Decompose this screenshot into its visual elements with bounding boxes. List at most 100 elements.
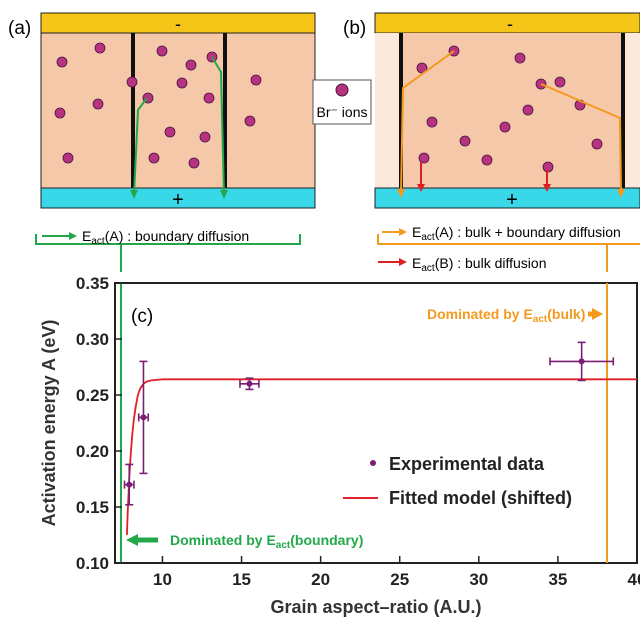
panel-b: (b) - + xyxy=(343,12,640,211)
data-marker xyxy=(126,481,133,488)
bottom-electrode-a xyxy=(40,187,316,209)
panel-c-label: (c) xyxy=(131,306,153,327)
legend-b-bracket xyxy=(377,234,640,245)
x-tick-label: 20 xyxy=(311,570,330,589)
ion-b xyxy=(522,104,534,116)
top-electrode-a-sign: - xyxy=(175,14,181,34)
orange-arrowhead-b-1 xyxy=(397,189,405,198)
ion-a xyxy=(244,115,256,127)
legend-label-experimental: Experimental data xyxy=(389,454,545,474)
y-tick-label: 0.20 xyxy=(76,442,109,461)
x-tick-label: 10 xyxy=(153,570,172,589)
x-tick-label: 25 xyxy=(390,570,409,589)
boundary-annotation: Dominated by Eact(boundary) xyxy=(170,532,363,551)
ion-a xyxy=(148,152,160,164)
top-electrode-b-sign: - xyxy=(507,14,513,34)
ion-a xyxy=(188,157,200,169)
ion-a xyxy=(56,56,68,68)
data-marker xyxy=(578,358,585,365)
ion-a xyxy=(94,42,106,54)
panel-a: (a) - + xyxy=(8,12,316,211)
data-point xyxy=(123,463,135,506)
panel-b-label: (b) xyxy=(343,18,366,39)
ion-a xyxy=(164,126,176,138)
ion-b xyxy=(426,116,438,128)
y-tick-label: 0.30 xyxy=(76,330,109,349)
boundary-arrowhead xyxy=(126,534,138,546)
ion-a xyxy=(54,107,66,119)
y-tick-label: 0.15 xyxy=(76,498,109,517)
ion-b xyxy=(591,138,603,150)
ion-b xyxy=(459,135,471,147)
bottom-electrode-a-sign: + xyxy=(172,189,184,211)
ions-a xyxy=(54,42,262,169)
grain-edge-b-right xyxy=(623,33,640,188)
legend-b-red-text: Eact(B) : bulk diffusion xyxy=(412,255,546,274)
green-path-a-1 xyxy=(133,97,148,196)
point-layer xyxy=(123,341,615,506)
legend-b-orange-text: Eact(A) : bulk + boundary diffusion xyxy=(412,224,621,243)
y-axis: 0.10 0.15 0.20 0.25 0.30 0.35 xyxy=(76,274,122,573)
data-point xyxy=(549,341,615,382)
ion-b xyxy=(418,152,430,164)
bottom-electrode-b-sign: + xyxy=(506,189,518,211)
ion-a xyxy=(199,131,211,143)
legend-b-orange-arrowhead xyxy=(399,228,407,236)
legend-a: Eact(A) : boundary diffusion xyxy=(35,228,301,272)
red-arrowhead-b-1 xyxy=(417,184,425,192)
ion-b xyxy=(499,121,511,133)
ion-a xyxy=(126,76,138,88)
bulk-arrowhead xyxy=(592,308,603,320)
legend-a-text: Eact(A) : boundary diffusion xyxy=(82,228,249,247)
orange-arrowhead-b-2 xyxy=(617,189,625,198)
legend-b: Eact(A) : bulk + boundary diffusion Eact… xyxy=(377,224,640,274)
x-axis-label: Grain aspect–ratio (A.U.) xyxy=(270,597,481,617)
x-tick-label: 40 xyxy=(628,570,640,589)
x-tick-label: 35 xyxy=(548,570,567,589)
green-arrowhead-a-2 xyxy=(220,190,228,199)
red-arrowhead-b-2 xyxy=(543,184,551,192)
legend-marker-experimental xyxy=(370,460,376,466)
bottom-electrode-b xyxy=(374,187,640,209)
ion-a xyxy=(250,74,262,86)
legend-a-bracket xyxy=(35,234,301,245)
ion-b xyxy=(481,154,493,166)
ion-b xyxy=(554,76,566,88)
ion-a xyxy=(156,45,168,57)
x-axis: 10 15 20 25 30 35 40 xyxy=(153,556,640,589)
green-arrowhead-a-1 xyxy=(130,190,138,199)
y-tick-label: 0.35 xyxy=(76,274,109,293)
data-marker xyxy=(140,414,147,421)
ion-a xyxy=(62,152,74,164)
orange-path-b-2 xyxy=(540,83,622,195)
y-tick-label: 0.10 xyxy=(76,554,109,573)
ion-a xyxy=(176,77,188,89)
ion-b xyxy=(514,52,526,64)
chart-legend: Experimental data Fitted model (shifted) xyxy=(343,454,572,508)
orange-path-b-1 xyxy=(400,50,455,195)
ion-legend-label: Br⁻ ions xyxy=(317,104,368,120)
ion-a xyxy=(92,98,104,110)
grain-layer-b xyxy=(401,33,623,188)
chart-c: (c) 0.10 0.15 0.20 0.25 0.30 0.35 10 15 20 25 30 3… xyxy=(39,274,640,617)
ion-a xyxy=(185,59,197,71)
data-point xyxy=(137,360,150,475)
data-marker xyxy=(246,380,253,387)
grain-edge-b-left xyxy=(375,33,401,188)
plot-frame xyxy=(114,282,638,564)
data-point xyxy=(239,377,260,391)
y-axis-label: Activation energy A (eV) xyxy=(39,320,59,527)
green-path-a-2 xyxy=(211,56,225,196)
ion-legend-icon xyxy=(335,83,349,97)
legend-label-fit: Fitted model (shifted) xyxy=(389,488,572,508)
y-tick-label: 0.25 xyxy=(76,386,109,405)
grain-layer-a xyxy=(40,32,316,189)
ion-legend: Br⁻ ions xyxy=(312,79,372,125)
legend-a-arrowhead xyxy=(69,232,77,240)
ion-a xyxy=(203,92,215,104)
bulk-annotation: Dominated by Eact(bulk) xyxy=(427,306,585,325)
x-tick-label: 30 xyxy=(469,570,488,589)
x-tick-label: 15 xyxy=(232,570,251,589)
legend-b-red-arrowhead xyxy=(399,258,407,266)
panel-a-label: (a) xyxy=(8,18,31,39)
